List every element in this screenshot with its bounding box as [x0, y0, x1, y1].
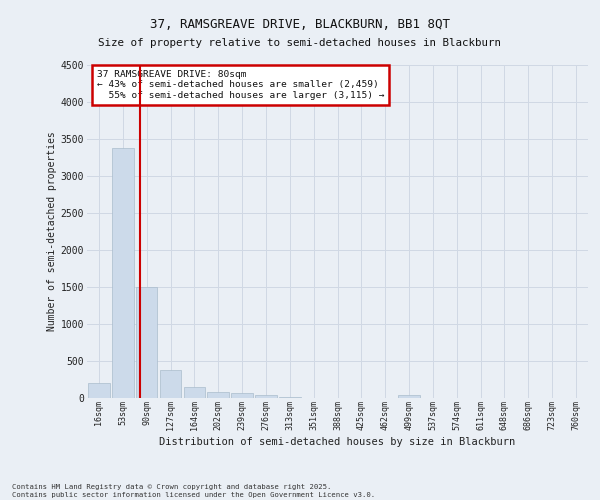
Text: Size of property relative to semi-detached houses in Blackburn: Size of property relative to semi-detach… [98, 38, 502, 48]
Y-axis label: Number of semi-detached properties: Number of semi-detached properties [47, 132, 56, 331]
Text: 37 RAMSGREAVE DRIVE: 80sqm
← 43% of semi-detached houses are smaller (2,459)
  5: 37 RAMSGREAVE DRIVE: 80sqm ← 43% of semi… [97, 70, 385, 100]
Bar [255, 395, 277, 398]
Bar [279, 397, 301, 398]
Bar [208, 392, 229, 398]
Bar [398, 396, 420, 398]
X-axis label: Distribution of semi-detached houses by size in Blackburn: Distribution of semi-detached houses by … [160, 437, 515, 447]
Text: Contains HM Land Registry data © Crown copyright and database right 2025.
Contai: Contains HM Land Registry data © Crown c… [12, 484, 375, 498]
Bar [184, 387, 205, 398]
Bar [160, 370, 181, 398]
Bar [88, 382, 110, 398]
Bar [112, 148, 134, 398]
Bar [232, 394, 253, 398]
Bar [136, 286, 157, 398]
Text: 37, RAMSGREAVE DRIVE, BLACKBURN, BB1 8QT: 37, RAMSGREAVE DRIVE, BLACKBURN, BB1 8QT [150, 18, 450, 30]
